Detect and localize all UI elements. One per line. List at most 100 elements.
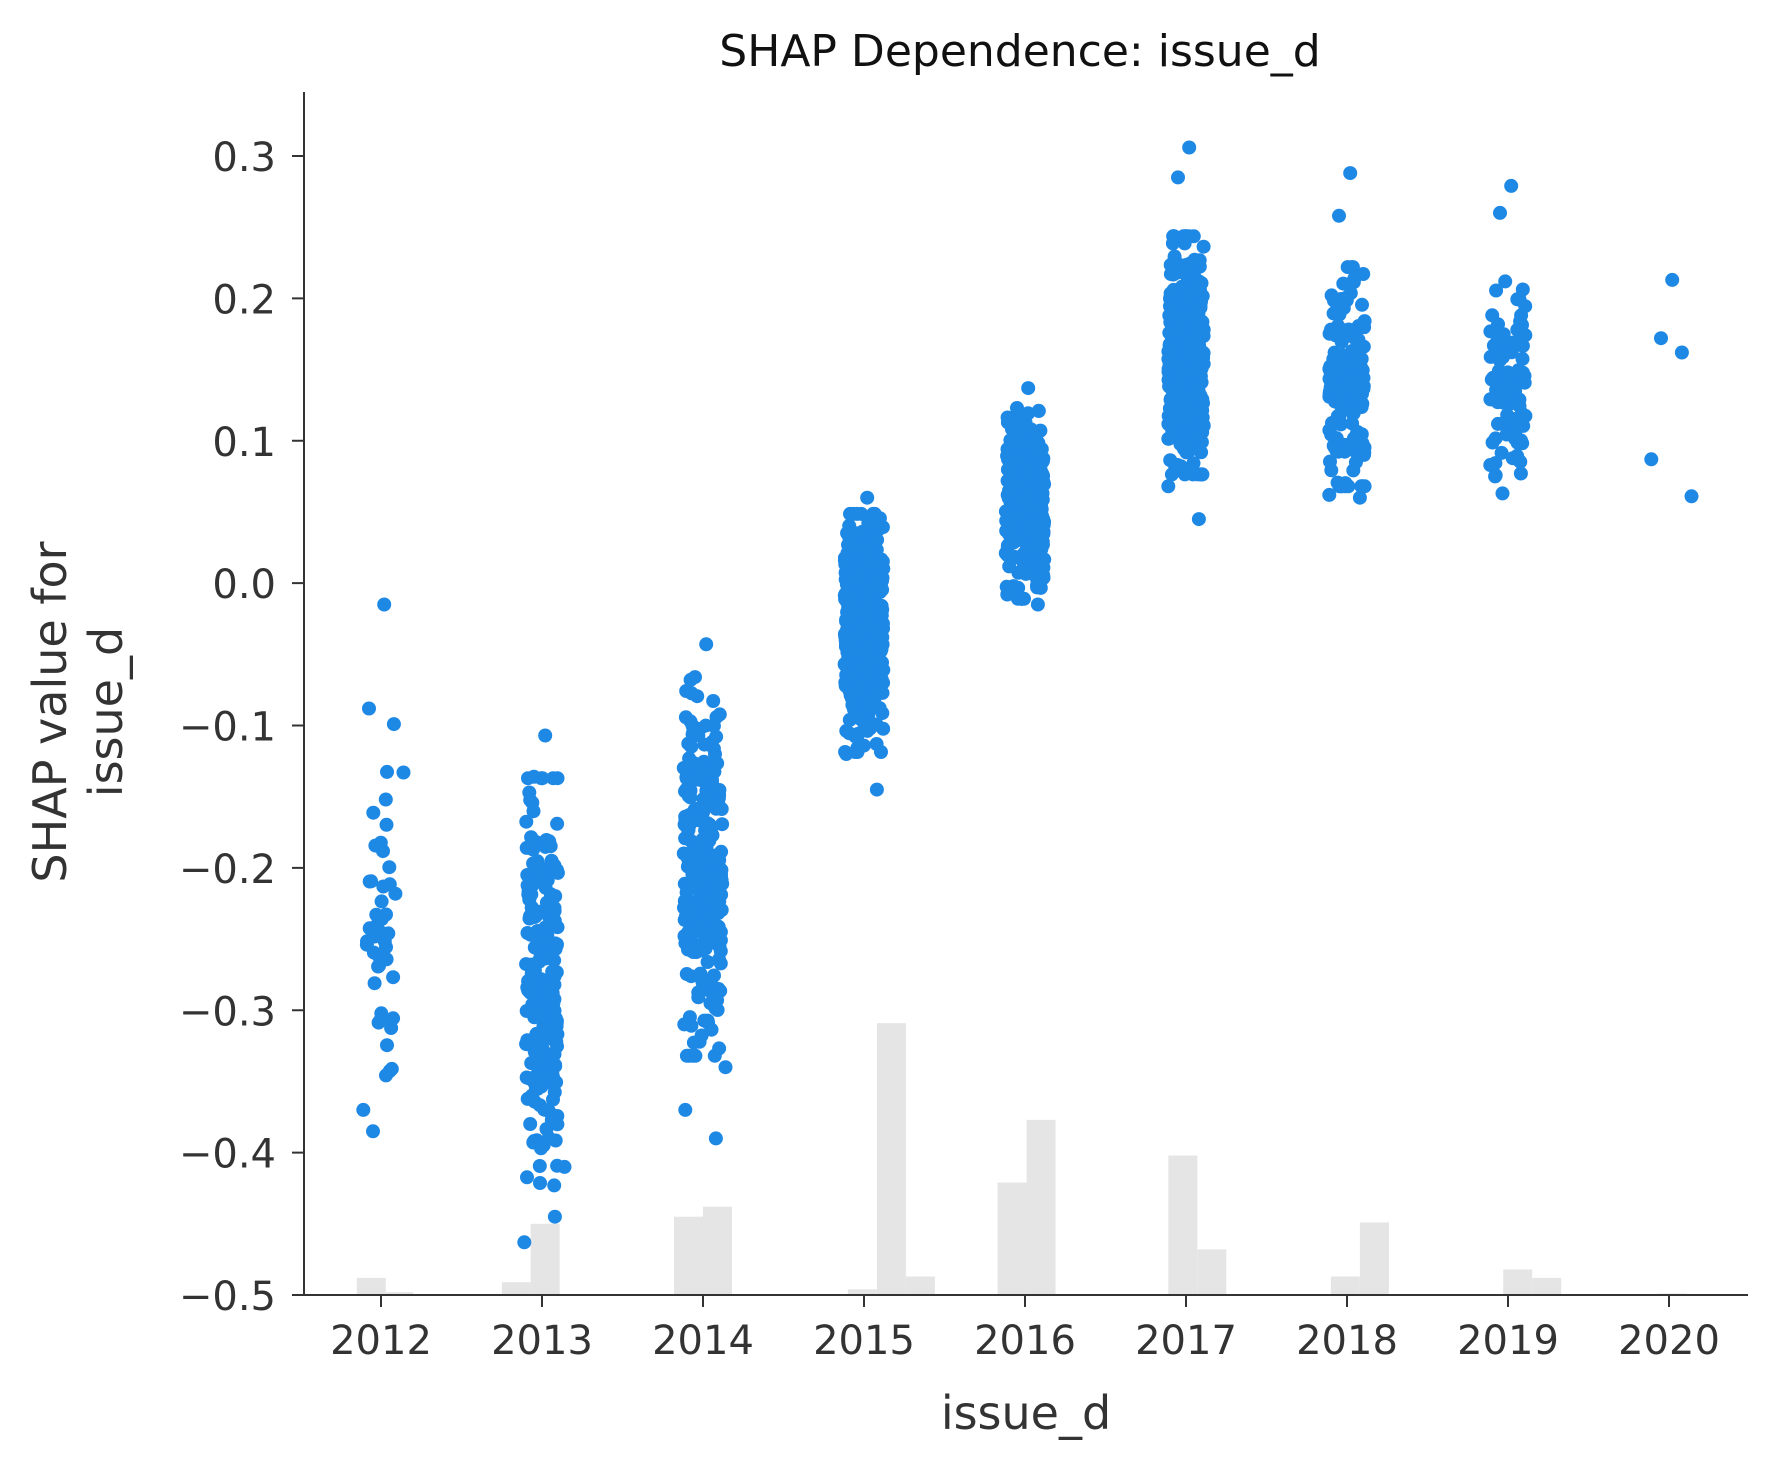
- data-point-2017: [1171, 170, 1185, 185]
- data-point-2014: [688, 670, 702, 685]
- data-point-2014: [690, 917, 705, 932]
- data-point-2018: [1356, 267, 1371, 281]
- data-point-2014: [682, 776, 697, 791]
- data-point-2019: [1489, 283, 1504, 298]
- data-point-2018: [1357, 447, 1371, 462]
- data-point-2013: [534, 1079, 549, 1094]
- data-point-2017: [1173, 360, 1188, 375]
- data-point-2012: [374, 1006, 389, 1021]
- data-point-2016: [1029, 433, 1043, 448]
- x-axis-ticks: 2012 2013 2014 2015 2016 2017 2018 2019 2020: [330, 1295, 1720, 1364]
- data-point-2016: [1008, 527, 1023, 542]
- data-point-2012: [382, 1064, 397, 1078]
- data-point-2018: [1345, 416, 1360, 431]
- data-point-2015: [839, 614, 854, 629]
- y-tick-label: −0.3: [179, 989, 276, 1035]
- data-point-2012: [377, 597, 392, 612]
- data-point-2015: [837, 550, 852, 565]
- data-point-2017: [1172, 405, 1187, 420]
- data-point-2014: [686, 877, 701, 892]
- data-point-2015: [854, 626, 869, 641]
- data-point-2017: [1171, 383, 1186, 398]
- data-point-2015: [870, 532, 885, 547]
- data-point-2013: [527, 1045, 542, 1059]
- data-point-2014: [691, 728, 706, 743]
- data-point-2012: [388, 886, 403, 901]
- data-point-2018: [1345, 371, 1360, 386]
- data-point-2012: [366, 805, 381, 820]
- data-point-2013: [524, 900, 539, 915]
- data-point-2018: [1324, 378, 1339, 393]
- data-point-2017: [1165, 423, 1180, 438]
- data-point-2013: [548, 917, 563, 932]
- histogram-bar-4: [674, 1216, 703, 1295]
- data-point-2013: [525, 986, 540, 1001]
- data-point-2016: [1021, 381, 1036, 396]
- data-point-2015: [848, 657, 863, 672]
- histogram-bar-8: [905, 1276, 935, 1295]
- y-tick-label: 0.0: [212, 562, 276, 608]
- data-point-2012: [376, 844, 390, 859]
- data-point-2014: [679, 818, 694, 833]
- data-point-2014: [709, 710, 724, 725]
- data-point-2014: [706, 872, 721, 886]
- data-point-2016: [1030, 597, 1045, 612]
- y-tick-label: −0.2: [179, 847, 276, 893]
- data-point-2014: [703, 892, 718, 907]
- data-point-2019: [1497, 337, 1512, 352]
- histogram-layer: [356, 1023, 1687, 1295]
- data-point-2015: [869, 782, 884, 797]
- data-point-2016: [1033, 573, 1048, 588]
- y-axis-ticks: 0.3 0.2 0.1 0.0 −0.1 −0.2 −0.3 −0.4 −0.5: [179, 135, 304, 1320]
- data-point-2013: [522, 785, 537, 800]
- data-point-2012: [396, 765, 411, 780]
- data-point-2019: [1510, 448, 1525, 463]
- data-point-2015: [862, 583, 877, 598]
- data-point-2014: [707, 764, 722, 779]
- data-point-2014: [700, 955, 715, 969]
- data-point-2012: [372, 958, 386, 973]
- data-point-2012: [384, 1021, 399, 1035]
- data-point-2018: [1328, 328, 1343, 343]
- data-point-2015: [859, 538, 874, 553]
- data-point-2014: [714, 887, 729, 902]
- data-point-2019: [1498, 274, 1513, 289]
- data-point-2014: [702, 794, 717, 809]
- data-point-2013: [550, 816, 565, 831]
- data-point-2015: [845, 595, 860, 610]
- data-point-2013: [546, 1070, 560, 1085]
- histogram-bar-2: [501, 1282, 531, 1295]
- data-point-2015: [840, 672, 855, 687]
- data-point-2018: [1352, 349, 1367, 364]
- data-point-2014: [681, 761, 696, 776]
- data-point-2017: [1165, 257, 1180, 271]
- data-point-2019: [1486, 370, 1501, 385]
- data-point-2015: [874, 657, 889, 672]
- data-point-2014: [708, 1131, 723, 1146]
- data-point-2020: [1654, 331, 1668, 346]
- data-point-2014: [684, 739, 699, 754]
- data-point-2012: [367, 929, 382, 944]
- histogram-bar-9: [997, 1182, 1027, 1295]
- data-point-2019: [1488, 468, 1503, 483]
- data-point-2013: [544, 853, 559, 868]
- data-point-2018: [1334, 403, 1349, 418]
- data-point-2014: [713, 944, 728, 959]
- data-point-2019: [1494, 445, 1509, 460]
- data-point-2013: [520, 926, 535, 940]
- data-point-2013: [547, 1178, 562, 1193]
- data-point-2013: [527, 1094, 542, 1109]
- x-tick-label: 2017: [1135, 1318, 1237, 1364]
- data-point-2015: [861, 516, 876, 531]
- data-point-2016: [1020, 469, 1035, 484]
- data-point-2014: [687, 847, 702, 862]
- data-point-2018: [1341, 322, 1356, 337]
- data-point-2012: [386, 717, 401, 732]
- data-point-2015: [839, 747, 854, 761]
- histogram-bar-15: [1503, 1269, 1533, 1295]
- data-point-2013: [547, 977, 562, 992]
- data-point-2013: [540, 991, 555, 1006]
- y-tick-label: 0.3: [212, 135, 276, 181]
- data-point-2014: [709, 729, 724, 744]
